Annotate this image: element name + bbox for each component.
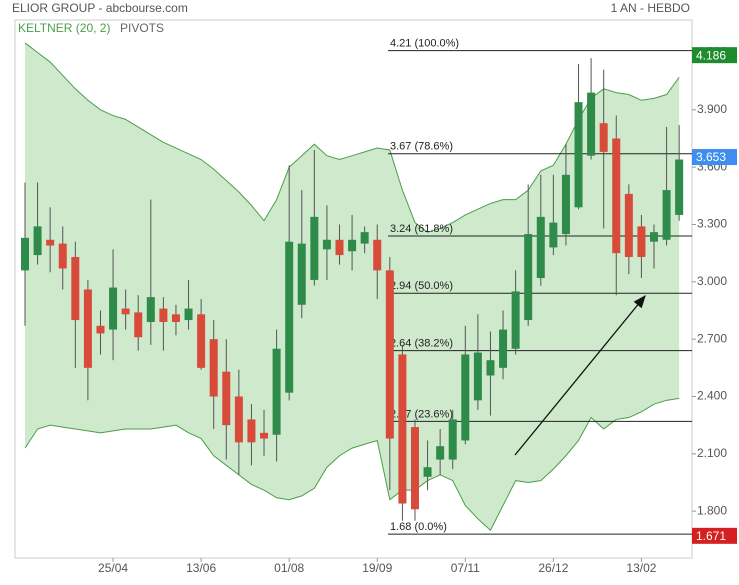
pivot-label: 3.67 (78.6%) — [390, 141, 453, 153]
candle-body — [499, 329, 508, 368]
pivot-label: 2.64 (38.2%) — [390, 338, 453, 350]
y-tick-label: 3.900 — [697, 102, 727, 116]
price-marker-label: 3.653 — [696, 150, 726, 164]
candle-body — [574, 102, 583, 208]
candle-body — [675, 159, 684, 215]
candle-body — [297, 243, 306, 305]
candle-body — [561, 174, 570, 235]
candle-body — [310, 216, 319, 280]
candle-body — [159, 308, 168, 322]
candle-body — [436, 446, 445, 460]
keltner-lower — [24, 397, 680, 532]
candle-body — [171, 314, 180, 322]
candle-body — [83, 289, 92, 368]
price-marker — [692, 149, 737, 166]
candle-body — [410, 427, 419, 510]
y-tick-label: 1.800 — [697, 503, 727, 517]
pivot-label: 3.24 (61.8%) — [390, 223, 453, 235]
x-tick-label: 26/12 — [538, 561, 568, 575]
candle-body — [599, 123, 608, 152]
x-tick-label: 07/11 — [451, 561, 480, 575]
chart-title: ELIOR GROUP - abcbourse.com — [12, 1, 188, 15]
candle-body — [650, 232, 658, 242]
x-tick-label: 19/09 — [362, 561, 392, 575]
candle-body — [624, 193, 633, 257]
candle-body — [234, 396, 243, 443]
y-tick-label: 3.300 — [697, 217, 727, 231]
candle-body — [536, 216, 545, 279]
x-tick-label: 13/02 — [626, 561, 656, 575]
candle-body — [662, 190, 671, 240]
candle-body — [285, 241, 294, 393]
price-marker — [692, 527, 737, 544]
price-marker-label: 1.671 — [696, 529, 726, 543]
candle-body — [71, 256, 80, 321]
candle-body — [524, 234, 533, 321]
y-tick-label: 2.400 — [697, 389, 727, 403]
candle-body — [121, 308, 130, 315]
candle-body — [209, 339, 218, 397]
candle-body — [473, 352, 482, 401]
candle-body — [134, 312, 143, 338]
candle-body — [398, 354, 407, 504]
candle-body — [373, 239, 382, 271]
x-tick-label: 01/08 — [274, 561, 304, 575]
candle-body — [109, 287, 118, 330]
candle-body — [96, 325, 105, 334]
candle-body — [184, 308, 193, 321]
candle-body — [272, 348, 281, 435]
candle-body — [423, 467, 432, 477]
y-tick-label: 2.100 — [697, 446, 727, 460]
y-tick-label: 3.000 — [697, 274, 727, 288]
candle-body — [322, 239, 331, 250]
candle-body — [637, 226, 646, 257]
candle-body — [33, 226, 42, 256]
candle-body — [348, 239, 357, 252]
price-marker-label: 4.186 — [696, 48, 726, 62]
candle-body — [46, 239, 55, 246]
candle-body — [222, 371, 231, 426]
pivot-label: 2.94 (50.0%) — [390, 280, 453, 292]
pivot-label: 4.21 (100.0%) — [390, 37, 459, 49]
candle-body — [360, 232, 369, 244]
pivot-label: 1.68 (0.0%) — [390, 521, 447, 533]
candle-body — [587, 92, 596, 156]
keltner-upper — [24, 42, 680, 233]
candle-body — [511, 291, 520, 349]
candle-body — [146, 297, 155, 322]
candle-body — [549, 222, 558, 248]
candle-body — [247, 419, 256, 443]
x-tick-label: 25/04 — [98, 561, 128, 575]
keltner-fill — [25, 42, 680, 531]
candle-body — [335, 239, 344, 256]
price-marker — [692, 47, 737, 64]
candle-body — [260, 432, 269, 439]
candle-body — [385, 270, 394, 439]
candle-body — [58, 243, 67, 269]
y-tick-label: 2.700 — [697, 331, 727, 345]
candle-body — [461, 354, 470, 441]
candle-body — [486, 360, 495, 376]
candle-body — [21, 237, 29, 271]
period-label: 1 AN - HEBDO — [611, 1, 690, 15]
candle-body — [612, 138, 621, 254]
legend-pivots: PIVOTS — [120, 21, 164, 35]
candle-body — [448, 419, 457, 460]
candle-body — [197, 314, 206, 368]
legend-keltner: KELTNER (20, 2) — [18, 21, 110, 35]
trend-arrow — [514, 294, 646, 456]
x-tick-label: 13/06 — [186, 561, 216, 575]
